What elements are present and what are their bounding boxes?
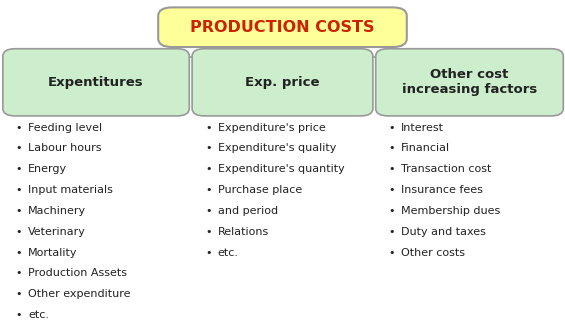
Text: Labour hours: Labour hours xyxy=(28,143,102,154)
FancyBboxPatch shape xyxy=(376,49,563,116)
Text: Financial: Financial xyxy=(401,143,450,154)
Text: •: • xyxy=(16,248,23,258)
Text: Other expenditure: Other expenditure xyxy=(28,289,131,299)
Text: Veterinary: Veterinary xyxy=(28,227,86,237)
Text: and period: and period xyxy=(218,206,277,216)
Text: Expenditure's quality: Expenditure's quality xyxy=(218,143,336,154)
Text: Transaction cost: Transaction cost xyxy=(401,164,492,174)
Text: •: • xyxy=(205,143,212,154)
Text: •: • xyxy=(16,164,23,174)
FancyBboxPatch shape xyxy=(192,49,373,116)
Text: Exp. price: Exp. price xyxy=(245,76,320,89)
Text: •: • xyxy=(389,206,396,216)
Text: •: • xyxy=(389,143,396,154)
Text: PRODUCTION COSTS: PRODUCTION COSTS xyxy=(190,20,375,35)
Text: •: • xyxy=(16,185,23,195)
Text: Interest: Interest xyxy=(401,123,444,133)
FancyBboxPatch shape xyxy=(158,7,407,47)
Text: Other costs: Other costs xyxy=(401,248,465,258)
Text: •: • xyxy=(205,185,212,195)
Text: •: • xyxy=(16,268,23,279)
Text: Other cost
increasing factors: Other cost increasing factors xyxy=(402,68,537,96)
Text: •: • xyxy=(389,123,396,133)
Text: •: • xyxy=(205,123,212,133)
Text: Expentitures: Expentitures xyxy=(48,76,144,89)
Text: Feeding level: Feeding level xyxy=(28,123,102,133)
Text: Expenditure's quantity: Expenditure's quantity xyxy=(218,164,344,174)
Text: Machinery: Machinery xyxy=(28,206,86,216)
Text: Purchase place: Purchase place xyxy=(218,185,302,195)
Text: •: • xyxy=(205,164,212,174)
Text: Production Assets: Production Assets xyxy=(28,268,127,279)
Text: •: • xyxy=(16,123,23,133)
Text: Relations: Relations xyxy=(218,227,269,237)
Text: •: • xyxy=(16,227,23,237)
Text: •: • xyxy=(389,248,396,258)
Text: Energy: Energy xyxy=(28,164,67,174)
Text: •: • xyxy=(389,227,396,237)
Text: •: • xyxy=(205,227,212,237)
Text: Expenditure's price: Expenditure's price xyxy=(218,123,325,133)
Text: •: • xyxy=(16,143,23,154)
Text: Duty and taxes: Duty and taxes xyxy=(401,227,486,237)
Text: etc.: etc. xyxy=(28,310,49,320)
Text: •: • xyxy=(16,289,23,299)
Text: •: • xyxy=(205,248,212,258)
Text: •: • xyxy=(16,310,23,320)
Text: •: • xyxy=(16,206,23,216)
Text: Input materials: Input materials xyxy=(28,185,113,195)
Text: •: • xyxy=(389,185,396,195)
Text: Membership dues: Membership dues xyxy=(401,206,501,216)
Text: •: • xyxy=(389,164,396,174)
Text: etc.: etc. xyxy=(218,248,238,258)
FancyBboxPatch shape xyxy=(3,49,189,116)
Text: •: • xyxy=(205,206,212,216)
Text: Insurance fees: Insurance fees xyxy=(401,185,483,195)
Text: Mortality: Mortality xyxy=(28,248,78,258)
